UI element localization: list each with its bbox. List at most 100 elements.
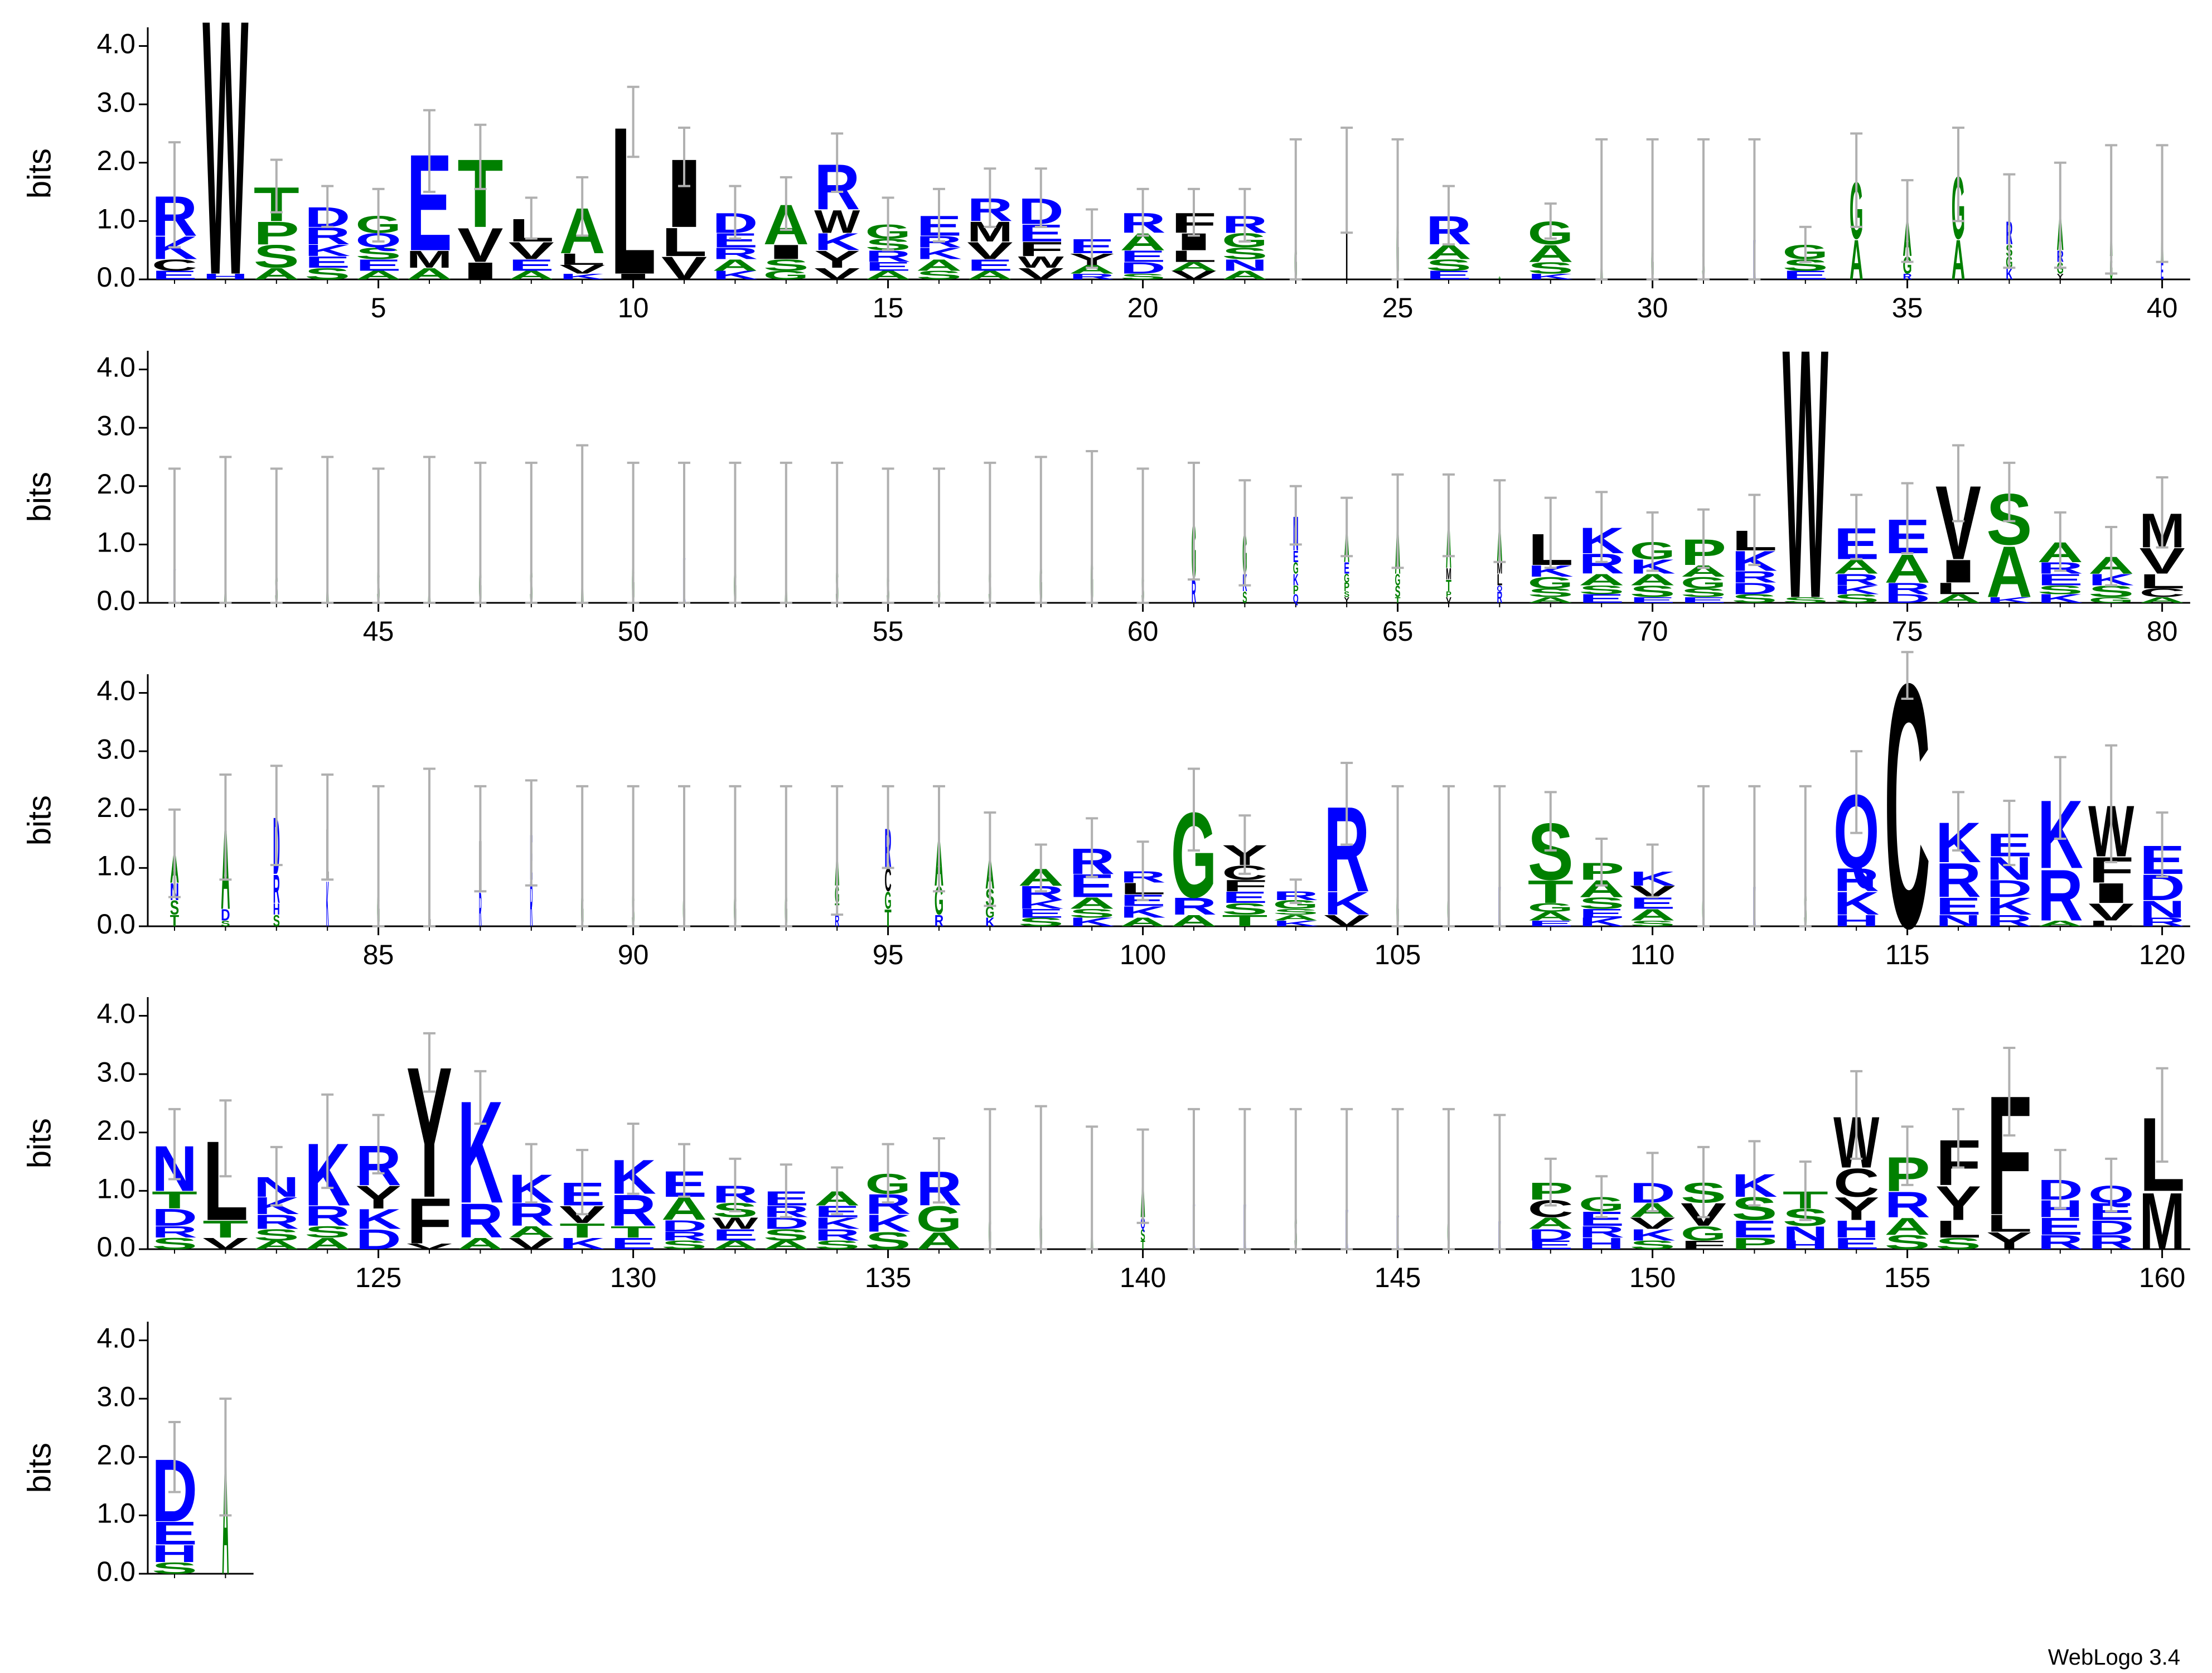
letter: R <box>304 1200 350 1232</box>
error-bar <box>1443 785 1455 927</box>
error-bar <box>1443 1108 1455 1250</box>
error-bar <box>1086 208 1098 269</box>
error-bar <box>1289 1108 1302 1250</box>
letter: R <box>814 1226 860 1244</box>
letter: S <box>1242 588 1247 606</box>
letter: V <box>559 263 605 276</box>
error-bar <box>1901 482 1914 555</box>
letter: K <box>814 228 860 255</box>
letter: A <box>1528 1214 1574 1232</box>
letter: A <box>1986 531 2032 612</box>
letter: G <box>916 1199 962 1240</box>
letter: S <box>152 1235 197 1253</box>
y-tick-label: 1.0 <box>96 1173 135 1205</box>
letter: A <box>865 268 911 282</box>
letter: H <box>1833 1216 1879 1243</box>
y-tick-label: 3.0 <box>96 1381 135 1412</box>
letter: S <box>1018 915 1064 929</box>
error-bar <box>2105 144 2118 275</box>
y-tick-label: 0.0 <box>96 1231 135 1263</box>
letter: E <box>509 256 554 274</box>
letter: A <box>763 1238 809 1251</box>
letter: K <box>814 1214 860 1232</box>
x-tick-label: 75 <box>1892 616 1923 647</box>
error-bar <box>1697 785 1710 927</box>
letter: S <box>221 919 230 929</box>
letter: H <box>202 272 248 281</box>
error-bar <box>1646 138 1659 281</box>
stack: AG <box>1850 165 1863 292</box>
error-bar <box>1952 126 1964 223</box>
y-tick-label: 1.0 <box>96 850 135 882</box>
error-bar <box>984 1108 996 1250</box>
error-bar <box>831 461 844 604</box>
letter: G <box>1903 252 1911 279</box>
y-tick-label: 2.0 <box>96 145 135 176</box>
error-bar <box>1799 1161 1812 1221</box>
letter: V <box>509 237 554 264</box>
letter: N <box>2139 896 2185 923</box>
letter: G <box>1293 560 1299 578</box>
y-tick-label: 1.0 <box>96 204 135 235</box>
error-bar <box>1238 187 1251 243</box>
letter: I <box>2088 877 2134 909</box>
error-bar <box>168 1108 181 1181</box>
error-bar <box>780 1163 792 1219</box>
letter: K <box>1528 272 1574 281</box>
letter: S <box>254 1226 299 1244</box>
letter: W <box>814 204 860 240</box>
letter: R <box>1171 893 1217 920</box>
letter: R <box>1833 862 1879 898</box>
error-bar <box>1748 138 1761 281</box>
error-bar <box>1289 878 1302 905</box>
letter: G <box>1528 901 1574 914</box>
letter: R <box>2037 855 2083 936</box>
letter: K <box>865 1210 911 1237</box>
letter: E <box>304 253 350 272</box>
letter: A <box>254 1238 299 1251</box>
x-tick-label: 40 <box>2147 292 2178 323</box>
letter: H <box>1579 1235 1624 1253</box>
x-tick-label: 35 <box>1892 292 1923 323</box>
error-bar <box>525 461 538 604</box>
letter: D <box>2088 1216 2134 1239</box>
letter: S <box>1069 907 1115 920</box>
letter: T <box>152 1186 197 1213</box>
letter: E <box>712 1226 758 1244</box>
error-bar <box>1748 494 1761 566</box>
error-bar <box>1697 508 1710 569</box>
stack: HW <box>202 0 249 351</box>
letter: S <box>865 1227 911 1255</box>
letter: S <box>1681 586 1726 599</box>
letter: H <box>1833 912 1879 930</box>
y-tick-label: 3.0 <box>96 733 135 765</box>
error-bar <box>1391 138 1404 281</box>
error-bar <box>1493 1114 1506 1250</box>
letter: R <box>1884 579 1930 598</box>
letter: S <box>1528 586 1574 599</box>
x-tick-label: 45 <box>363 616 394 647</box>
letter: A <box>1171 260 1217 273</box>
letter: R <box>1833 570 1879 589</box>
letter: S <box>273 912 280 930</box>
letter: G <box>2088 596 2134 605</box>
letter: S <box>1344 590 1349 599</box>
letter: G <box>884 887 891 915</box>
letter: M <box>1497 560 1502 578</box>
error-bar <box>219 1099 232 1178</box>
error-bar <box>2054 1149 2066 1210</box>
letter: A <box>1171 912 1217 930</box>
letter: G <box>1395 572 1401 589</box>
error-bar <box>525 196 538 240</box>
letter: R <box>457 1194 503 1248</box>
letter: R <box>1986 912 2032 930</box>
letter: S <box>1222 244 1267 263</box>
error-bar <box>678 461 690 604</box>
letter: D <box>355 1224 401 1255</box>
letter: A <box>2139 596 2185 605</box>
error-bar <box>1748 785 1761 927</box>
